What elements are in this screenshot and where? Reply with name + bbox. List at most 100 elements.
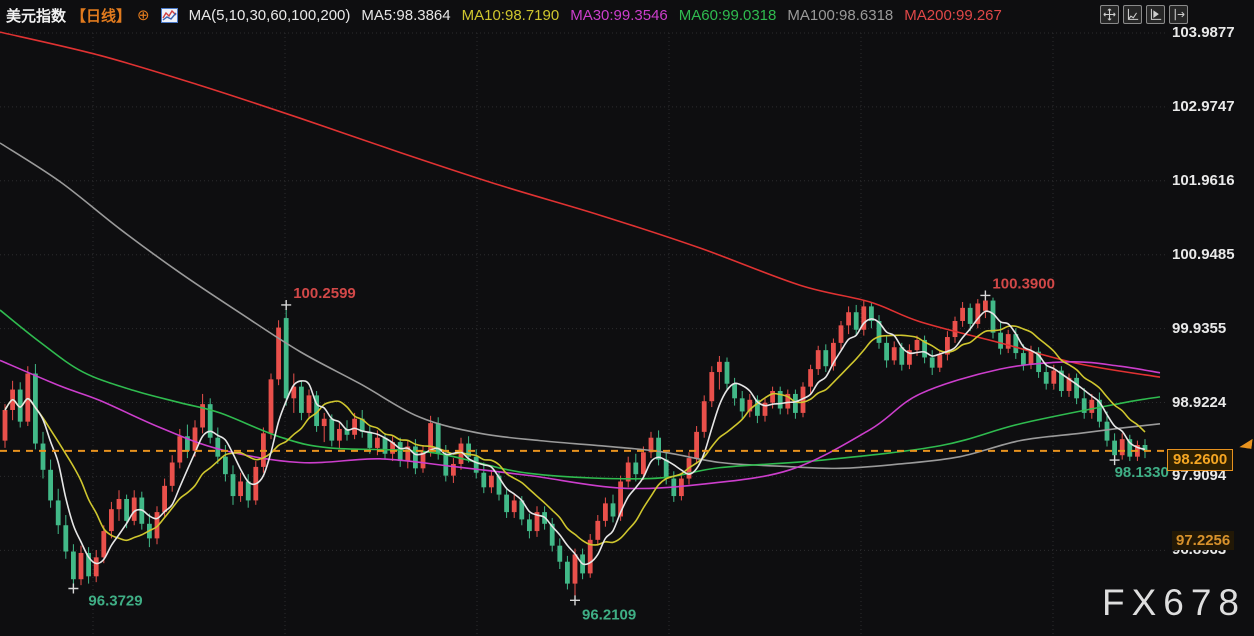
candle-body: [40, 443, 46, 470]
candle-body: [223, 456, 228, 475]
candle-body: [1104, 421, 1110, 441]
candle-body: [48, 469, 53, 501]
extreme-marker: [1109, 455, 1120, 466]
ma-line-ma100: [0, 142, 1161, 470]
candle-body: [595, 520, 601, 540]
ma-lines: [0, 31, 1161, 566]
candle-body: [185, 436, 190, 451]
candle-body: [496, 475, 502, 495]
candle-body: [846, 312, 851, 326]
candle-body: [435, 423, 441, 454]
extreme-marker: [68, 583, 79, 594]
candle-body: [367, 431, 373, 448]
play-forward-button[interactable]: [1146, 5, 1165, 24]
candle-body: [101, 531, 107, 558]
candle-body: [610, 503, 616, 517]
candle-body: [709, 372, 715, 402]
candle-body: [1051, 370, 1057, 384]
candle-body: [724, 361, 730, 384]
candle-body: [283, 318, 289, 399]
candle-body: [960, 307, 965, 321]
candle-body: [306, 395, 312, 413]
chart-type-icon[interactable]: [160, 7, 178, 23]
candle-body: [397, 442, 403, 462]
legend-ma200: MA200:99.267: [904, 6, 1002, 24]
candle-body: [762, 402, 768, 416]
candle-body: [831, 342, 836, 367]
candle-body: [633, 462, 639, 475]
legend-ma60: MA60:99.0318: [678, 6, 777, 24]
candle-body: [245, 481, 251, 501]
candle-body: [344, 428, 350, 435]
ma-line-ma5: [4, 310, 1146, 566]
candle-body: [109, 509, 114, 532]
candle-body: [967, 307, 973, 324]
candle-body: [998, 332, 1003, 349]
candle-body: [945, 337, 950, 355]
candle-body: [276, 327, 281, 380]
candle-body: [200, 404, 205, 428]
annotations: 100.2599 100.3900 96.3729 96.2109 98.1330: [68, 275, 1169, 623]
candle-body: [78, 552, 84, 580]
legend-ma10: MA10:98.7190: [461, 6, 560, 24]
candle-body: [93, 557, 99, 577]
candle-body: [557, 545, 563, 562]
candle-body: [413, 446, 418, 469]
candle-body: [169, 462, 175, 486]
legend-ma100: MA100:98.6318: [787, 6, 894, 24]
candle-body: [565, 561, 570, 584]
candle-body: [1112, 440, 1117, 456]
candle-body: [717, 361, 722, 373]
candle-body: [443, 453, 449, 476]
candle-body: [1089, 399, 1095, 413]
candle-body: [1119, 439, 1125, 456]
candle-body: [1066, 377, 1072, 392]
add-indicator-icon[interactable]: ⊕: [137, 6, 150, 24]
candle-body: [1021, 353, 1026, 365]
candle-body: [473, 456, 479, 473]
candle-body: [192, 427, 198, 451]
candle-body: [777, 391, 783, 409]
candle-body: [359, 418, 365, 432]
candle-body: [929, 357, 935, 368]
ma-line-ma200: [0, 31, 1161, 378]
move-crosshair-button[interactable]: [1100, 5, 1119, 24]
candle-body: [1142, 444, 1148, 451]
candle-body: [329, 418, 335, 441]
axis-scale-button[interactable]: [1123, 5, 1142, 24]
candle-body: [375, 437, 380, 448]
candle-body: [1028, 351, 1034, 365]
candle-body: [1059, 370, 1064, 392]
price-annotation: 100.3900: [992, 275, 1055, 292]
candle-body: [458, 443, 464, 464]
candle-body: [922, 339, 927, 358]
candle-body: [815, 350, 821, 370]
candle-body: [481, 472, 487, 488]
candle-body: [1097, 399, 1102, 422]
candle-body: [71, 551, 76, 580]
candle-body: [838, 325, 844, 343]
candle-body: [511, 500, 517, 513]
period-label[interactable]: 【日线】: [71, 7, 132, 25]
candle-body: [1005, 334, 1011, 349]
candle-body: [1013, 334, 1019, 354]
price-annotation: 98.1330: [1115, 464, 1169, 481]
candle-body: [694, 431, 699, 459]
candle-body: [603, 503, 608, 521]
candle-body: [739, 398, 745, 412]
exit-fullscreen-button[interactable]: [1169, 5, 1188, 24]
candle-body: [207, 404, 213, 438]
candle-body: [975, 303, 981, 324]
extreme-marker: [980, 290, 991, 301]
candle-body: [1127, 439, 1133, 457]
candle-body: [785, 393, 791, 409]
candle-body: [861, 306, 867, 330]
ma-line-ma60: [0, 309, 1161, 480]
ma-line-ma30: [0, 359, 1161, 490]
candle-body: [549, 523, 555, 546]
candle-body: [618, 481, 623, 517]
candle-body: [641, 452, 646, 475]
candle-body: [755, 399, 760, 416]
